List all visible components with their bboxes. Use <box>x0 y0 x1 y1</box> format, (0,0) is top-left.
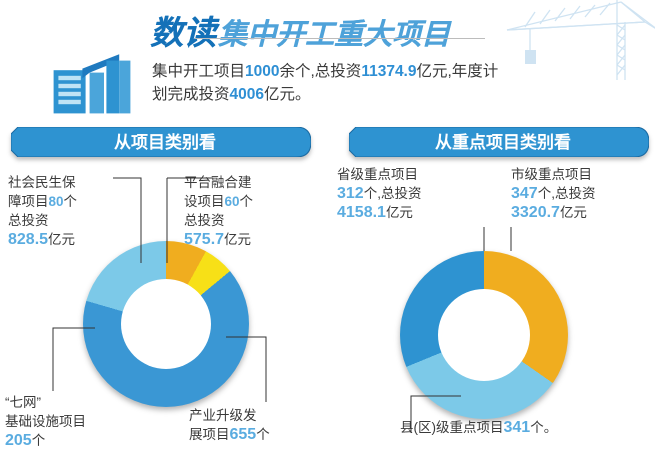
svg-text:从重点项目类别看: 从重点项目类别看 <box>435 132 571 152</box>
svg-text:从项目类别看: 从项目类别看 <box>114 132 216 152</box>
